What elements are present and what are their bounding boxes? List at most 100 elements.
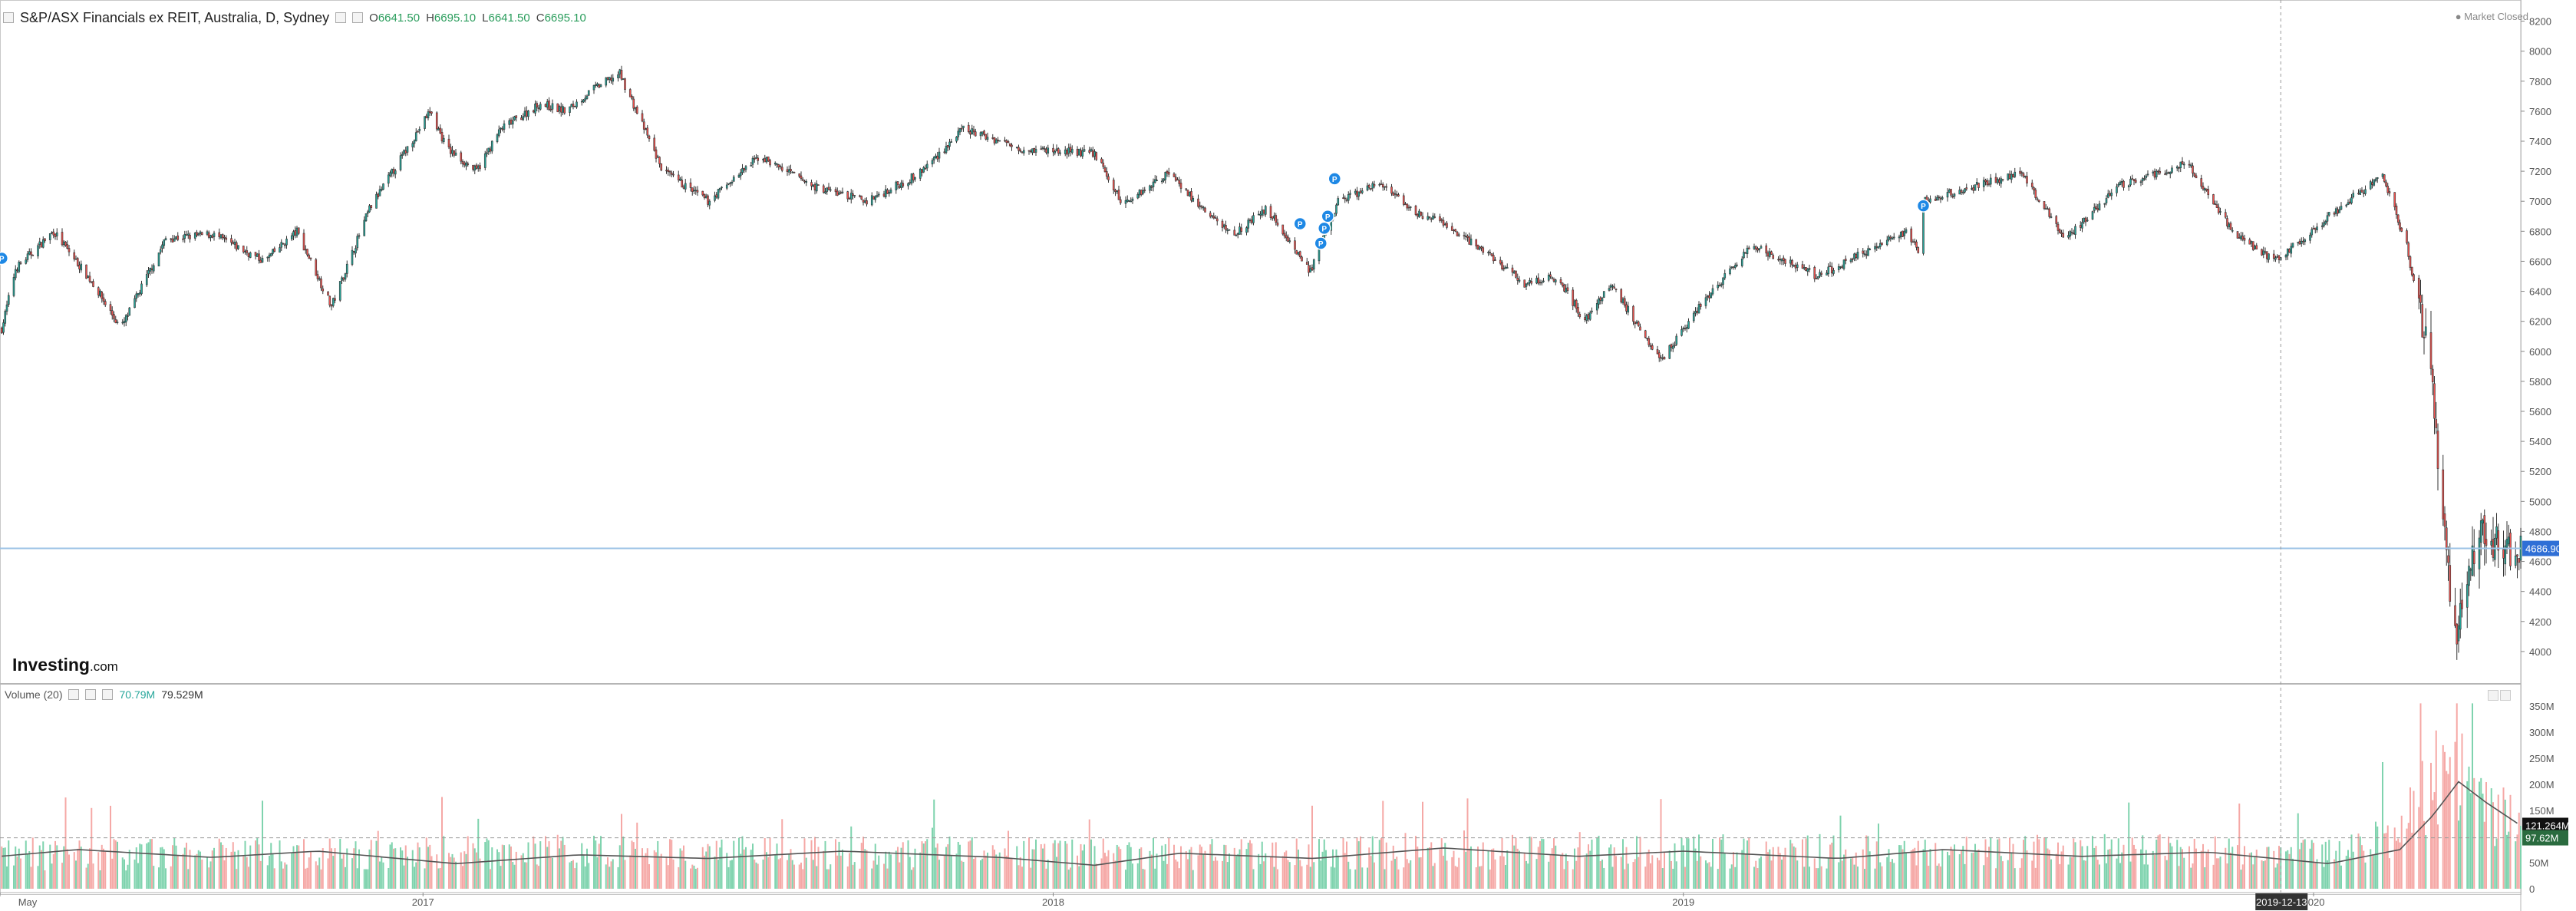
candle <box>1827 263 1830 277</box>
candle-body <box>1490 253 1493 256</box>
candle-body <box>1627 305 1630 313</box>
volume-bar <box>1986 857 1988 889</box>
price-tick-label: 6200 <box>2529 316 2551 328</box>
volume-bar <box>2244 846 2245 889</box>
volume-bar <box>135 847 137 889</box>
volume-bar <box>1226 862 1229 889</box>
volume-bar <box>871 868 873 889</box>
volume-bar <box>165 868 167 889</box>
volume-bar <box>476 852 477 889</box>
candle-body <box>1055 148 1058 151</box>
candle <box>1156 175 1158 182</box>
volume-bar <box>2400 815 2403 889</box>
candle <box>972 125 975 136</box>
volume-bar <box>1354 869 1357 889</box>
candle-body <box>2192 165 2194 174</box>
candle-body <box>1639 326 1641 331</box>
price-tick-label: 6600 <box>2529 256 2551 267</box>
volume-bar <box>719 847 721 889</box>
volume-settings-icon[interactable] <box>68 689 80 700</box>
volume-bar <box>921 841 923 889</box>
candle-body <box>1045 148 1047 153</box>
volume-bar <box>2264 860 2266 889</box>
candle <box>2007 173 2010 181</box>
candle-body <box>532 110 535 113</box>
candle-body <box>1103 167 1107 173</box>
volume-bar <box>643 856 645 889</box>
candle <box>496 133 499 144</box>
candle <box>1710 292 1713 299</box>
candle <box>2069 229 2072 240</box>
volume-bar <box>1126 844 1129 889</box>
candle <box>292 229 295 240</box>
candle-body <box>1965 187 1968 190</box>
volume-bar <box>2055 853 2057 889</box>
volume-bar <box>223 860 226 889</box>
volume-bar <box>356 868 358 889</box>
candle <box>1221 219 1224 232</box>
candle-body <box>1723 273 1727 279</box>
candle <box>1575 299 1578 313</box>
volume-bar <box>2037 834 2038 889</box>
candle-body <box>631 96 633 99</box>
candle-body <box>907 183 909 186</box>
candle-body <box>424 116 426 129</box>
hide-icon[interactable] <box>352 12 364 23</box>
candle-body <box>2471 545 2474 576</box>
volume-bar <box>1106 856 1108 889</box>
collapse-icon[interactable] <box>3 12 14 23</box>
candle-body <box>1131 198 1134 201</box>
candle-body <box>213 233 216 237</box>
volume-bar <box>234 851 236 889</box>
candle-body <box>175 236 177 239</box>
candle-body <box>622 78 625 80</box>
volume-bar <box>51 863 53 889</box>
candle-body <box>1551 277 1554 279</box>
volume-bar <box>1696 860 1698 889</box>
volume-bar <box>68 854 70 889</box>
candle-body <box>1083 149 1086 152</box>
candle-body <box>737 174 740 178</box>
volume-hide-icon[interactable] <box>85 689 97 700</box>
candle-body <box>1381 183 1384 188</box>
candle <box>1469 234 1473 246</box>
volume-bar <box>1983 865 1985 889</box>
candle <box>477 164 480 172</box>
candle <box>1370 188 1372 191</box>
volume-bar <box>513 864 516 889</box>
candle <box>2024 175 2027 179</box>
volume-bar <box>556 834 559 889</box>
volume-bar <box>439 867 441 889</box>
candle-body <box>2395 206 2398 215</box>
settings-icon[interactable] <box>335 12 347 23</box>
candle <box>2360 186 2363 193</box>
candle <box>232 240 235 245</box>
candle <box>308 253 311 259</box>
candle <box>1057 147 1060 157</box>
volume-bar <box>2290 847 2292 889</box>
candle-body <box>694 190 698 192</box>
candle <box>318 276 321 281</box>
pane-maximize-icon[interactable] <box>2500 690 2511 701</box>
volume-bar <box>1893 863 1895 889</box>
volume-bar <box>1031 849 1034 889</box>
candle <box>1830 262 1833 277</box>
candle-body <box>2215 204 2218 208</box>
volume-bar <box>2152 850 2154 889</box>
candle <box>2290 243 2293 258</box>
candle <box>660 163 663 172</box>
volume-bar <box>1717 869 1719 889</box>
candle-body <box>2008 173 2011 179</box>
volume-bar <box>1548 861 1550 889</box>
pane-up-icon[interactable] <box>2488 690 2498 701</box>
candle-body <box>12 277 15 296</box>
candle <box>919 167 922 182</box>
volume-bar <box>1862 849 1864 889</box>
volume-bar <box>1523 852 1525 889</box>
candle <box>2014 167 2017 179</box>
volume-bar <box>1439 849 1441 889</box>
volume-close-icon[interactable] <box>102 689 114 700</box>
candle <box>641 110 644 123</box>
candle-body <box>2479 520 2482 543</box>
volume-bar <box>2043 837 2045 889</box>
